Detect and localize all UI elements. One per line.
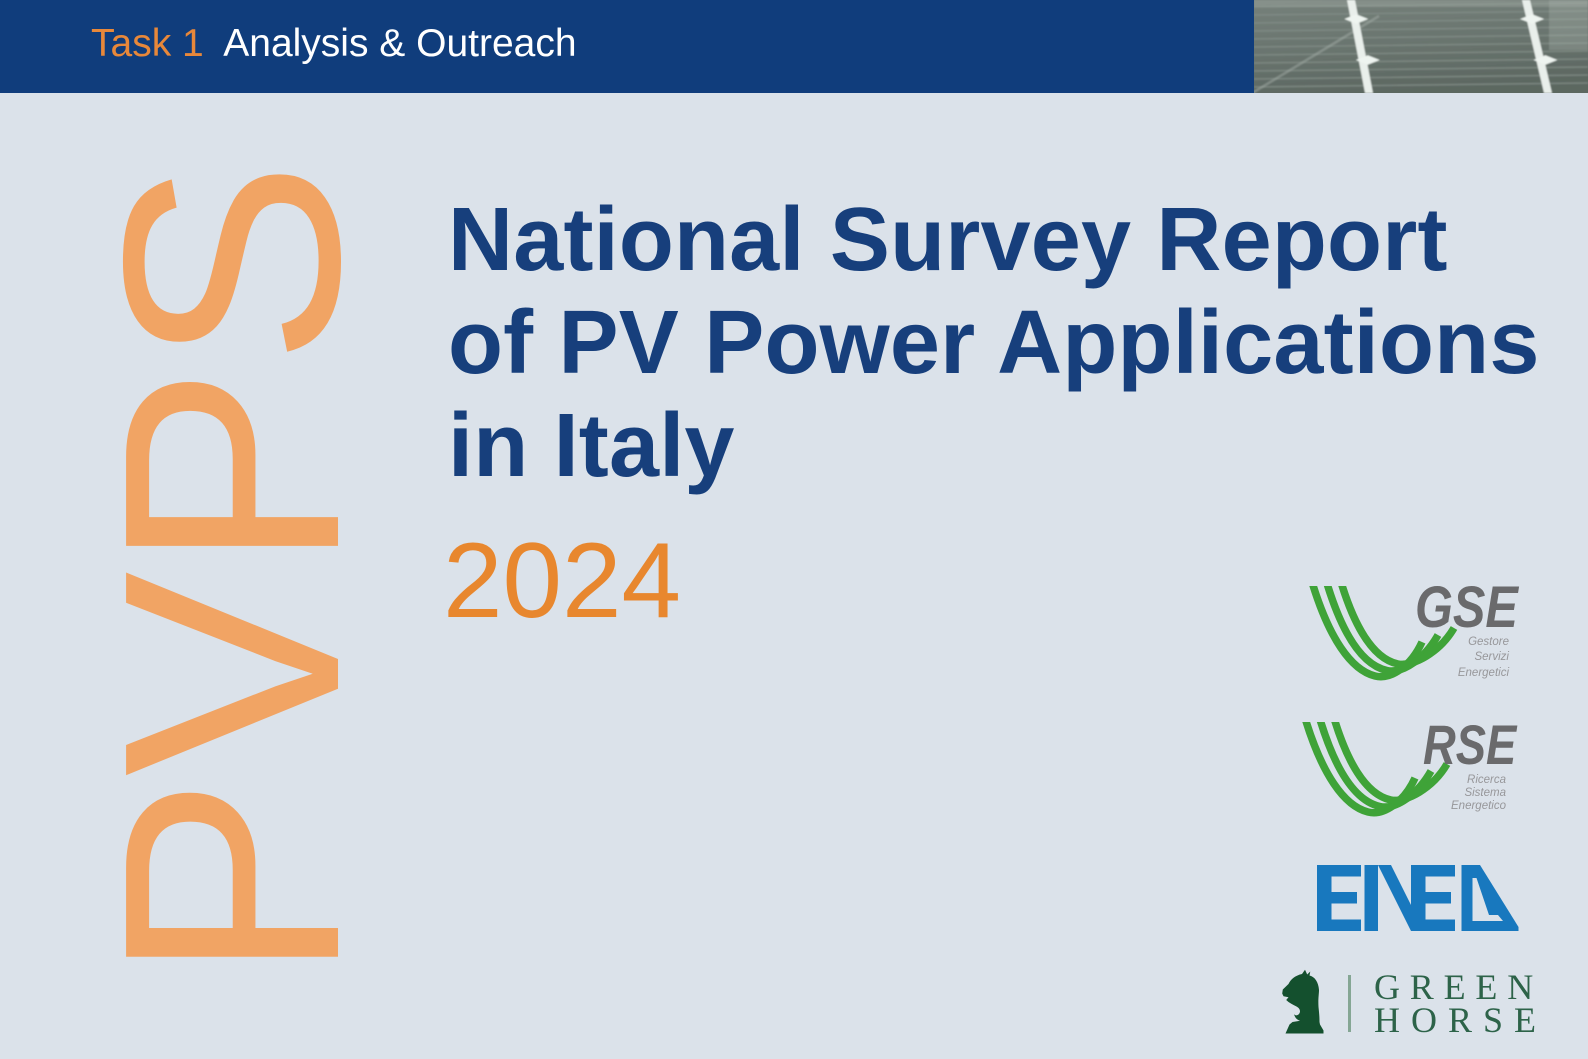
svg-text:Energetico: Energetico (1451, 800, 1507, 812)
svg-text:Ricerca: Ricerca (1467, 774, 1506, 786)
svg-text:Sistema: Sistema (1464, 787, 1506, 799)
svg-text:Servizi: Servizi (1474, 651, 1509, 663)
svg-text:GSE: GSE (1415, 586, 1520, 640)
svg-text:Energetici: Energetici (1458, 667, 1510, 679)
svg-text:RSE: RSE (1423, 722, 1518, 776)
svg-text:Gestore: Gestore (1468, 636, 1509, 648)
svg-text:PVPS: PVPS (60, 160, 404, 982)
